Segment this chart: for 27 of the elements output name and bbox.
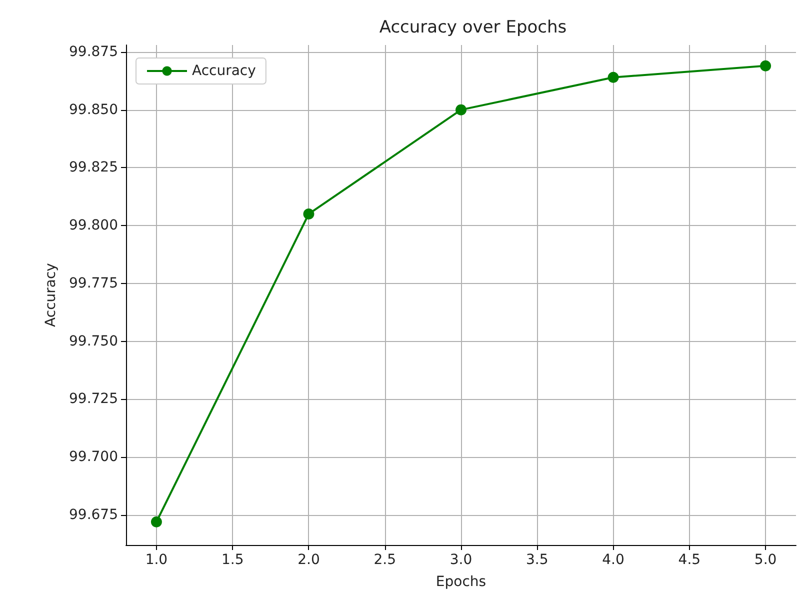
y-tick-label: 99.825 [69, 160, 118, 176]
y-tick-label: 99.800 [69, 218, 118, 234]
point [150, 516, 162, 528]
point [456, 104, 466, 116]
point [303, 208, 314, 220]
x-tick-label: 3.0 [450, 552, 472, 568]
x-tick-label: 5.0 [754, 552, 777, 568]
y-axis-title: Accuracy [43, 263, 60, 327]
point [608, 72, 619, 83]
y-tick-label: 99.675 [69, 506, 118, 523]
x-tick-label: 4.5 [678, 552, 701, 568]
legend-label: Accuracy [192, 63, 256, 79]
x-tick-label: 3.5 [526, 552, 548, 568]
y-tick-label: 99.850 [69, 102, 118, 118]
x-axis-title: Epochs [436, 574, 486, 590]
x-tick-label: 4.0 [602, 552, 624, 568]
x-tick-label: 2.5 [374, 552, 396, 568]
y-tick-label: 99.700 [69, 449, 118, 466]
point [760, 60, 772, 72]
chart-title: Accuracy over Epochs [379, 18, 567, 38]
y-tick-label: 99.725 [69, 391, 118, 408]
y-tick-label: 99.875 [69, 44, 118, 60]
y-tick-label: 99.775 [69, 275, 118, 292]
y-tick-label: 99.750 [69, 333, 118, 350]
x-tick-label: 1.0 [145, 552, 168, 568]
x-tick-label: 2.0 [298, 552, 320, 568]
x-tick-label: 1.5 [221, 552, 244, 568]
